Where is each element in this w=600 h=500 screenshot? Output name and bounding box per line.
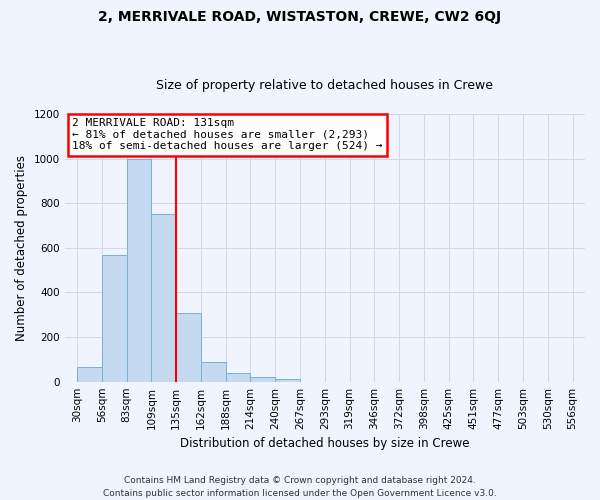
Title: Size of property relative to detached houses in Crewe: Size of property relative to detached ho…	[157, 79, 493, 92]
Text: 2 MERRIVALE ROAD: 131sqm
← 81% of detached houses are smaller (2,293)
18% of sem: 2 MERRIVALE ROAD: 131sqm ← 81% of detach…	[73, 118, 383, 151]
Bar	[201, 362, 226, 382]
Bar	[102, 254, 127, 382]
Bar	[275, 380, 300, 382]
Bar	[127, 158, 151, 382]
Y-axis label: Number of detached properties: Number of detached properties	[15, 155, 28, 341]
Bar	[226, 373, 251, 382]
Text: 2, MERRIVALE ROAD, WISTASTON, CREWE, CW2 6QJ: 2, MERRIVALE ROAD, WISTASTON, CREWE, CW2…	[98, 10, 502, 24]
Bar	[251, 377, 275, 382]
Text: Contains HM Land Registry data © Crown copyright and database right 2024.
Contai: Contains HM Land Registry data © Crown c…	[103, 476, 497, 498]
X-axis label: Distribution of detached houses by size in Crewe: Distribution of detached houses by size …	[180, 437, 470, 450]
Bar	[176, 312, 201, 382]
Bar	[77, 367, 102, 382]
Bar	[151, 214, 176, 382]
